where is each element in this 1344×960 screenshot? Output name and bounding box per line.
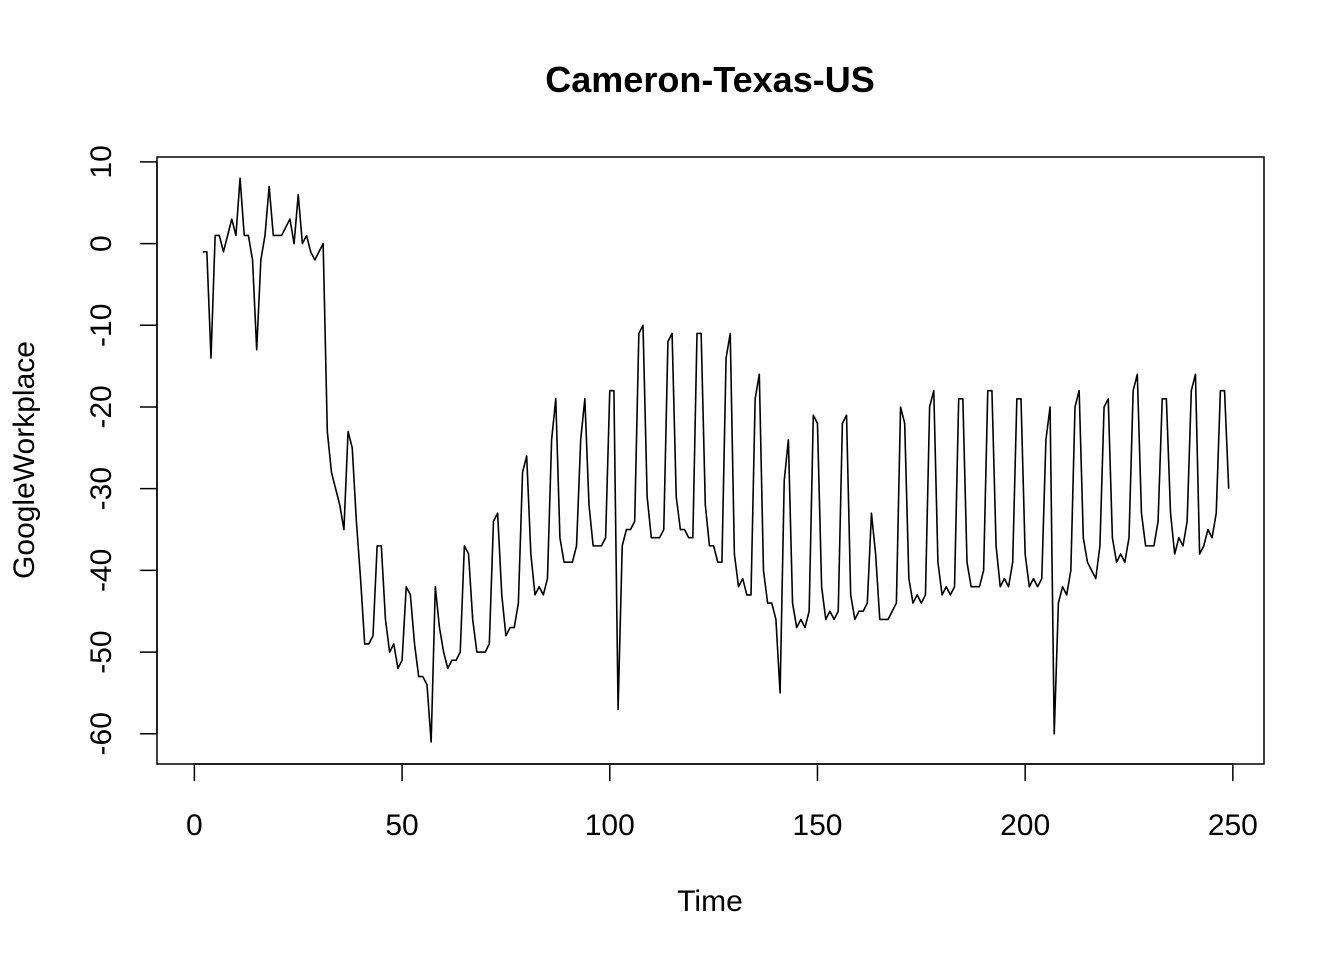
y-tick-label: -50 <box>85 630 118 673</box>
chart-title: Cameron-Texas-US <box>545 59 874 100</box>
y-tick-label: 10 <box>85 145 118 178</box>
y-tick-label: 0 <box>85 235 118 252</box>
y-tick-label: -10 <box>85 304 118 347</box>
y-axis-label: GoogleWorkplace <box>8 341 41 579</box>
x-tick-label: 200 <box>1000 809 1050 842</box>
x-tick-label: 100 <box>585 809 635 842</box>
x-tick-label: 250 <box>1208 809 1258 842</box>
series-line <box>202 177 1230 743</box>
y-tick-label: -40 <box>85 549 118 592</box>
x-axis: 0 50 100 150 200 250 <box>186 763 1258 842</box>
x-tick-label: 150 <box>792 809 842 842</box>
y-tick-label: -20 <box>85 385 118 428</box>
y-tick-label: -30 <box>85 467 118 510</box>
x-axis-label: Time <box>677 885 743 918</box>
y-tick-label: -60 <box>85 712 118 755</box>
x-tick-label: 0 <box>186 809 203 842</box>
x-tick-label: 50 <box>385 809 418 842</box>
y-axis: 10 0 -10 -20 -30 -40 -50 -60 <box>85 145 158 755</box>
